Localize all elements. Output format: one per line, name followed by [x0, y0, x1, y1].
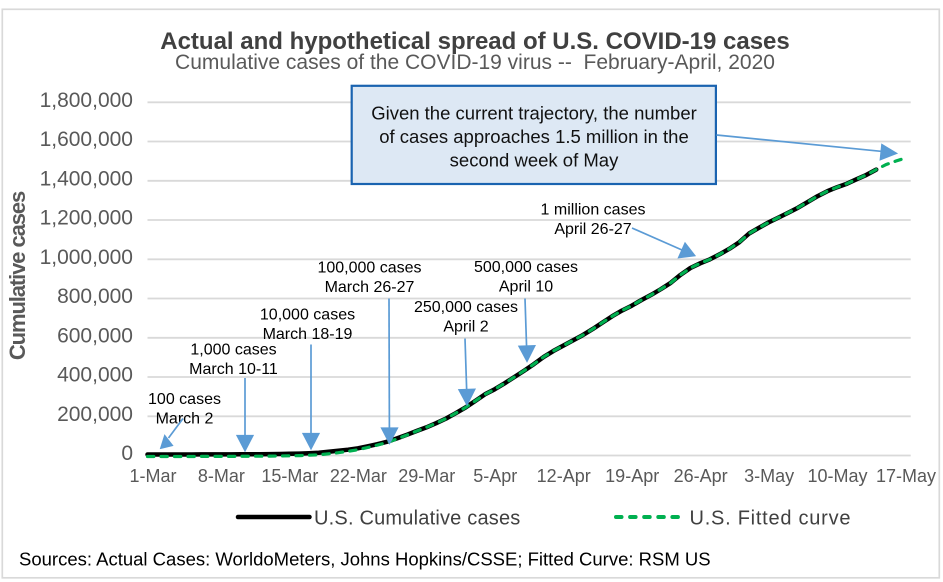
- svg-text:April 2: April 2: [443, 319, 488, 336]
- svg-text:1,800,000: 1,800,000: [40, 89, 133, 112]
- svg-text:U.S. Cumulative cases: U.S. Cumulative cases: [314, 508, 521, 530]
- svg-text:U.S. Fitted curve: U.S. Fitted curve: [690, 508, 852, 530]
- svg-text:Cumulative cases of the COVID-: Cumulative cases of the COVID-19 virus -…: [175, 51, 775, 74]
- svg-text:200,000: 200,000: [57, 403, 133, 426]
- svg-text:March 10-11: March 10-11: [189, 361, 278, 378]
- svg-text:3-May: 3-May: [744, 466, 794, 486]
- svg-text:Sources: Actual Cases: WorldoM: Sources: Actual Cases: WorldoMeters, Joh…: [19, 549, 711, 570]
- svg-text:22-Mar: 22-Mar: [330, 466, 387, 486]
- svg-text:Given the current trajectory,: Given the current trajectory, the number: [371, 103, 697, 124]
- svg-text:Cumulative cases: Cumulative cases: [5, 191, 30, 360]
- svg-text:15-Mar: 15-Mar: [261, 466, 318, 486]
- svg-text:0: 0: [121, 442, 133, 465]
- svg-text:1 million cases: 1 million cases: [541, 202, 646, 219]
- svg-text:100,000 cases: 100,000 cases: [317, 260, 421, 277]
- svg-text:March 2: March 2: [156, 411, 214, 428]
- svg-text:April 26-27: April 26-27: [554, 221, 631, 238]
- svg-text:100 cases: 100 cases: [148, 391, 221, 408]
- svg-text:5-Apr: 5-Apr: [473, 466, 517, 486]
- svg-text:400,000: 400,000: [57, 364, 133, 387]
- svg-text:19-Apr: 19-Apr: [605, 466, 659, 486]
- svg-text:April 10: April 10: [499, 279, 553, 296]
- svg-text:10-May: 10-May: [807, 466, 867, 486]
- svg-text:26-Apr: 26-Apr: [674, 466, 728, 486]
- svg-text:500,000 cases: 500,000 cases: [474, 259, 578, 276]
- svg-text:1-Mar: 1-Mar: [129, 466, 176, 486]
- svg-text:12-Apr: 12-Apr: [537, 466, 591, 486]
- svg-text:800,000: 800,000: [57, 285, 133, 308]
- svg-text:250,000 cases: 250,000 cases: [414, 299, 518, 316]
- svg-text:10,000 cases: 10,000 cases: [260, 307, 355, 324]
- svg-text:1,600,000: 1,600,000: [40, 128, 133, 151]
- svg-text:1,000 cases: 1,000 cases: [190, 342, 276, 359]
- svg-text:1,200,000: 1,200,000: [40, 207, 133, 230]
- svg-text:1,400,000: 1,400,000: [40, 168, 133, 191]
- svg-text:8-Mar: 8-Mar: [198, 466, 245, 486]
- svg-text:second week of May: second week of May: [450, 150, 619, 171]
- svg-text:Actual and hypothetical spread: Actual and hypothetical spread of U.S. C…: [160, 28, 790, 55]
- svg-text:March 26-27: March 26-27: [325, 279, 415, 296]
- svg-text:of cases approaches 1.5 millio: of cases approaches 1.5 million in the: [379, 126, 689, 147]
- svg-text:600,000: 600,000: [57, 325, 133, 348]
- svg-text:17-May: 17-May: [876, 466, 936, 486]
- svg-text:March 18-19: March 18-19: [263, 326, 353, 343]
- svg-text:1,000,000: 1,000,000: [40, 246, 133, 269]
- svg-text:29-Mar: 29-Mar: [398, 466, 455, 486]
